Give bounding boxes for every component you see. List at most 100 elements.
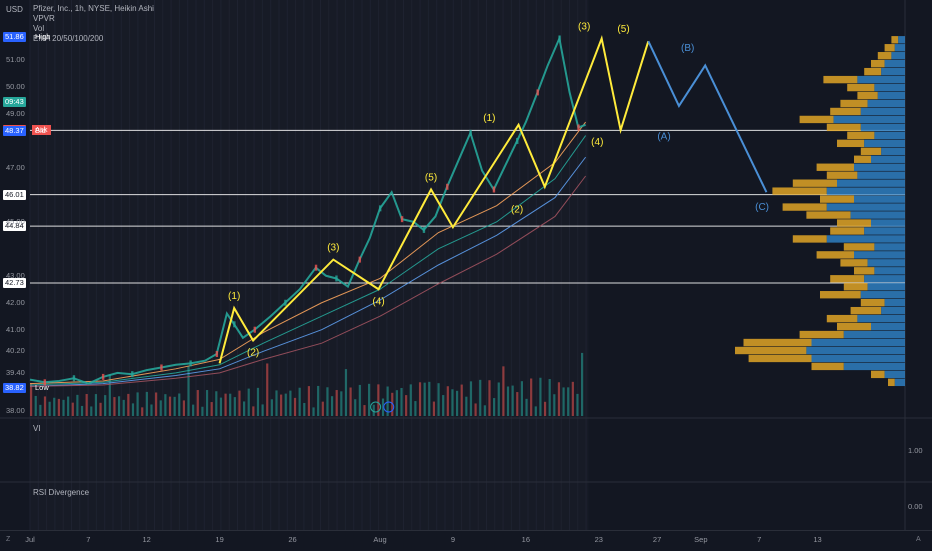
time-axis-tick: 13 bbox=[813, 535, 822, 544]
price-axis-tick: 51.00 bbox=[6, 55, 25, 65]
volume-profile-bar-up bbox=[874, 243, 905, 251]
volume-profile-bar-down bbox=[847, 131, 875, 140]
volume-profile-bar-up bbox=[881, 306, 905, 315]
volume-bar bbox=[229, 393, 232, 416]
volume-bar bbox=[483, 405, 486, 416]
volume-bar bbox=[479, 379, 482, 416]
volume-profile-bar-up bbox=[854, 163, 905, 171]
volume-profile-bar-up bbox=[860, 291, 905, 299]
price-axis-tick: 38.00 bbox=[6, 405, 25, 415]
price-axis-tick: 47.00 bbox=[6, 162, 25, 172]
volume-profile-bar-up bbox=[826, 187, 905, 195]
volume-profile-bar-up bbox=[864, 139, 905, 148]
time-axis-tick: 16 bbox=[521, 535, 530, 544]
volume-bar bbox=[159, 400, 162, 416]
volume-bar bbox=[182, 400, 185, 416]
volume-bar bbox=[511, 385, 514, 416]
volume-bar bbox=[293, 397, 297, 416]
volume-bar bbox=[506, 386, 510, 416]
volume-bar bbox=[108, 374, 111, 416]
indicator-vpvr[interactable]: VPVR bbox=[33, 14, 55, 23]
volume-bar bbox=[391, 392, 394, 416]
time-axis-tick: Jul bbox=[25, 535, 35, 544]
wave-label: (3) bbox=[327, 243, 339, 254]
volume-profile-bar-up bbox=[826, 235, 905, 243]
price-candle bbox=[233, 321, 236, 328]
volume-bar bbox=[242, 401, 246, 416]
wave-label: (3) bbox=[578, 21, 590, 32]
correction-wave-line bbox=[647, 40, 768, 193]
volume-bar bbox=[224, 393, 227, 416]
dividend-icon bbox=[383, 401, 395, 413]
volume-bar bbox=[474, 403, 477, 416]
price-tag: 51.86 bbox=[3, 31, 26, 42]
price-candle bbox=[422, 226, 426, 233]
price-tag-label: Ask bbox=[32, 125, 51, 136]
volume-bar bbox=[57, 398, 60, 416]
zoom-button[interactable]: Z bbox=[6, 536, 11, 543]
volume-profile-bar-up bbox=[843, 362, 905, 371]
time-axis-tick: 7 bbox=[86, 535, 91, 544]
volume-bar bbox=[539, 377, 542, 416]
volume-bar bbox=[395, 390, 398, 416]
volume-bar bbox=[344, 369, 348, 416]
volume-bar bbox=[567, 387, 570, 416]
volume-bar bbox=[136, 392, 139, 416]
volume-profile-bar-down bbox=[816, 163, 854, 171]
volume-bar bbox=[145, 391, 148, 416]
volume-bar bbox=[460, 384, 463, 416]
volume-bar bbox=[48, 401, 51, 416]
volume-bar bbox=[326, 387, 329, 416]
volume-profile-bar-down bbox=[847, 83, 875, 92]
volume-profile-bar-up bbox=[874, 131, 905, 140]
price-candle bbox=[131, 371, 134, 378]
volume-profile-bar-down bbox=[799, 115, 834, 124]
volume-bar bbox=[562, 387, 565, 416]
volume-profile-bar-down bbox=[806, 211, 851, 219]
volume-bar bbox=[201, 406, 204, 416]
price-candle bbox=[536, 89, 539, 96]
volume-profile-bar-down bbox=[837, 219, 871, 227]
volume-profile-bar-down bbox=[891, 36, 899, 44]
volume-profile-bar-up bbox=[867, 259, 905, 267]
volume-profile-bar-down bbox=[877, 52, 892, 60]
volume-profile-bar-down bbox=[820, 291, 861, 299]
auto-scale-button[interactable]: A bbox=[916, 536, 921, 543]
volume-profile-bar-down bbox=[860, 299, 885, 307]
volume-bar bbox=[90, 406, 93, 416]
rsi-pane-label[interactable]: RSI Divergence bbox=[33, 488, 90, 497]
volume-bar bbox=[178, 393, 181, 416]
price-candle bbox=[43, 379, 46, 386]
volume-profile-bar-up bbox=[811, 338, 905, 347]
volume-profile-bar-down bbox=[799, 330, 844, 339]
price-candle bbox=[335, 275, 338, 282]
volume-profile-bar-up bbox=[881, 67, 905, 76]
volume-profile-bar-down bbox=[854, 267, 875, 275]
ema-line bbox=[29, 156, 587, 387]
volume-bar bbox=[289, 390, 292, 416]
volume-profile-bar-up bbox=[837, 179, 905, 187]
volume-bar bbox=[525, 398, 528, 416]
volume-profile-bar-up bbox=[884, 59, 905, 68]
volume-profile-bar-up bbox=[871, 155, 905, 163]
symbol-title[interactable]: Pfizer, Inc., 1h, NYSE, Heikin Ashi bbox=[33, 4, 154, 13]
indicator-ema[interactable]: EMA 20/50/100/200 bbox=[33, 34, 104, 43]
volume-bar bbox=[516, 392, 519, 416]
time-axis[interactable] bbox=[0, 530, 932, 551]
price-tag: 38.82 bbox=[3, 383, 26, 394]
volume-bar bbox=[418, 382, 422, 416]
volume-bar bbox=[284, 393, 287, 416]
indicator-vol[interactable]: Vol bbox=[33, 24, 45, 33]
volume-bar bbox=[548, 379, 551, 416]
volume-profile-bar-up bbox=[857, 314, 905, 323]
chart-legend: Pfizer, Inc., 1h, NYSE, Heikin Ashi VPVR… bbox=[33, 4, 154, 44]
volume-profile-bar-down bbox=[884, 44, 895, 52]
wave-label: (4) bbox=[591, 137, 603, 148]
volume-bar bbox=[270, 399, 273, 416]
price-candle bbox=[469, 129, 472, 136]
volume-bar bbox=[67, 396, 70, 416]
volume-profile-bar-down bbox=[792, 179, 837, 187]
vi-pane-label[interactable]: VI bbox=[33, 424, 41, 433]
vi-axis-tick: 1.00 bbox=[908, 446, 923, 455]
